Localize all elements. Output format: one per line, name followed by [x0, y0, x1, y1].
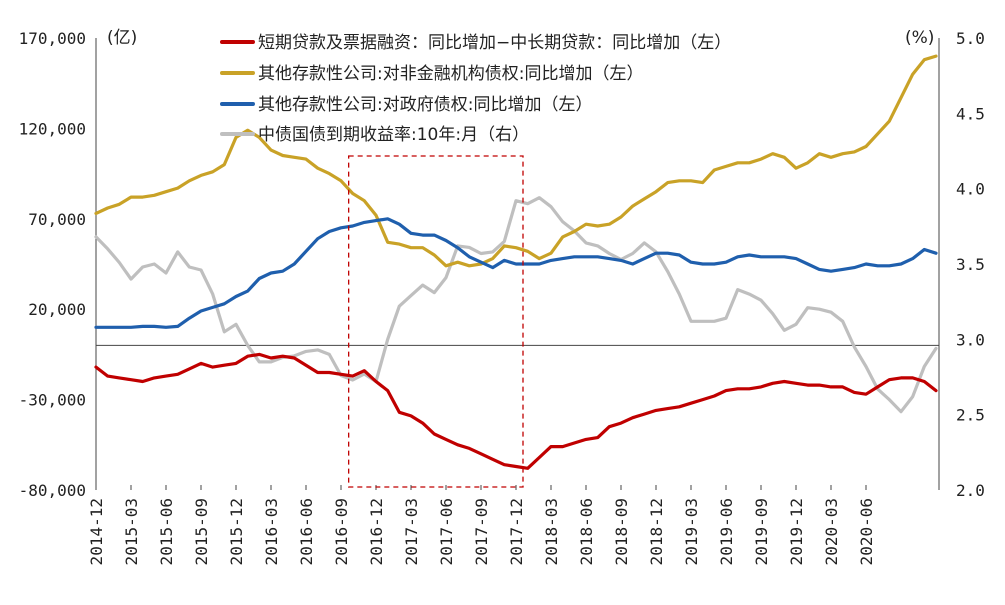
x-tick-label: 2018-12: [647, 498, 666, 565]
x-tick-label: 2015-03: [122, 498, 141, 565]
series-line-2: [94, 217, 938, 329]
left-tick-label: 170,000: [19, 29, 86, 48]
x-axis-tick-labels: 2014-12 2015-03 2015-06 2015-09 2015-12 2016-…: [87, 498, 876, 565]
x-tick-label: 2017-12: [507, 498, 526, 565]
left-axis-tick-labels: 170,000 120,000 70,000 20,000 -30,000 -80,000: [19, 29, 86, 500]
right-axis-tick-labels: 5.0 4.5 4.0 3.5 3.0 2.5 2.0: [956, 29, 985, 500]
left-axis-unit: (亿): [107, 28, 137, 48]
x-tick-label: 2020-03: [822, 498, 841, 565]
series-lines: [94, 54, 938, 470]
right-tick-label: 2.5: [956, 406, 985, 425]
x-tick-label: 2017-03: [402, 498, 421, 565]
legend: 短期贷款及票据融资：同比增加−中长期贷款：同比增加（左） 其他存款性公司:对非金融…: [220, 33, 731, 145]
legend-label: 其他存款性公司:对政府债权:同比增加（左）: [258, 95, 592, 115]
right-tick-label: 2.0: [956, 481, 985, 500]
x-tick-label: 2020-06: [857, 498, 876, 565]
x-tick-label: 2016-12: [367, 498, 386, 565]
x-tick-label: 2019-09: [752, 498, 771, 565]
right-tick-label: 3.5: [956, 255, 985, 274]
left-tick-label: -30,000: [19, 391, 86, 410]
x-tick-label: 2016-06: [297, 498, 316, 565]
left-tick-label: 20,000: [28, 300, 86, 319]
x-tick-label: 2016-03: [262, 498, 281, 565]
x-tick-label: 2015-06: [157, 498, 176, 565]
x-tick-label: 2015-12: [227, 498, 246, 565]
legend-label: 中债国债到期收益率:10年:月（右）: [258, 125, 529, 145]
right-tick-label: 4.0: [956, 180, 985, 199]
x-tick-label: 2019-03: [682, 498, 701, 565]
x-tick-label: 2017-06: [437, 498, 456, 565]
x-tick-label: 2019-12: [787, 498, 806, 565]
left-tick-label: -80,000: [19, 481, 86, 500]
x-tick-label: 2018-09: [612, 498, 631, 565]
x-tick-label: 2015-09: [192, 498, 211, 565]
legend-label: 短期贷款及票据融资：同比增加−中长期贷款：同比增加（左）: [258, 33, 731, 53]
right-axis-unit: (%): [905, 28, 934, 48]
x-tick-label: 2018-03: [542, 498, 561, 565]
highlight-box: [348, 155, 524, 488]
series-line-0: [94, 352, 938, 470]
right-tick-label: 4.5: [956, 104, 985, 123]
right-tick-label: 5.0: [956, 29, 985, 48]
series-line-3: [94, 196, 938, 414]
x-tick-label: 2018-06: [577, 498, 596, 565]
left-tick-label: 120,000: [19, 119, 86, 138]
x-tick-label: 2017-09: [472, 498, 491, 565]
left-tick-label: 70,000: [28, 210, 86, 229]
x-tick-label: 2019-06: [717, 498, 736, 565]
legend-label: 其他存款性公司:对非金融机构债权:同比增加（左）: [258, 64, 643, 84]
x-tick-label: 2014-12: [87, 498, 106, 565]
right-tick-label: 3.0: [956, 330, 985, 349]
x-axis-ticks: [95, 485, 867, 490]
series-line-1: [94, 54, 938, 268]
x-tick-label: 2016-09: [332, 498, 351, 565]
